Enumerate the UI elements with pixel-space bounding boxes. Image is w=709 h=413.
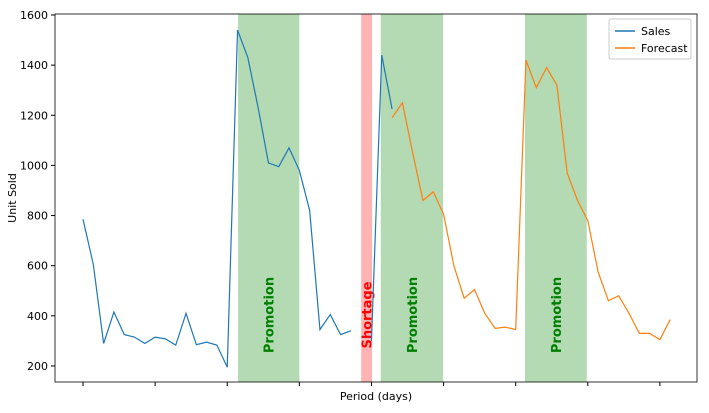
legend-box xyxy=(608,18,692,60)
span-band xyxy=(380,14,444,382)
span-label: Promotion xyxy=(406,277,421,353)
series-line xyxy=(391,59,671,341)
y-tick-label: 1600 xyxy=(20,9,48,22)
span-label: Promotion xyxy=(263,277,278,353)
legend-label: Sales xyxy=(641,25,671,38)
span-band xyxy=(238,14,300,382)
x-axis-label: Period (days) xyxy=(340,390,412,403)
y-tick-label: 1000 xyxy=(20,159,48,172)
y-tick-label: 1400 xyxy=(20,59,48,72)
y-tick-label: 400 xyxy=(27,310,48,323)
y-axis-label: Unit Sold xyxy=(6,173,19,223)
y-tick-label: 200 xyxy=(27,360,48,373)
legend-label: Forecast xyxy=(641,42,688,55)
y-tick-label: 1200 xyxy=(20,109,48,122)
series-line xyxy=(82,29,393,368)
span-band xyxy=(361,14,373,382)
y-tick-label: 800 xyxy=(27,210,48,223)
plot-frame xyxy=(54,13,698,383)
span-label: Promotion xyxy=(550,277,565,353)
y-tick-label: 600 xyxy=(27,260,48,273)
